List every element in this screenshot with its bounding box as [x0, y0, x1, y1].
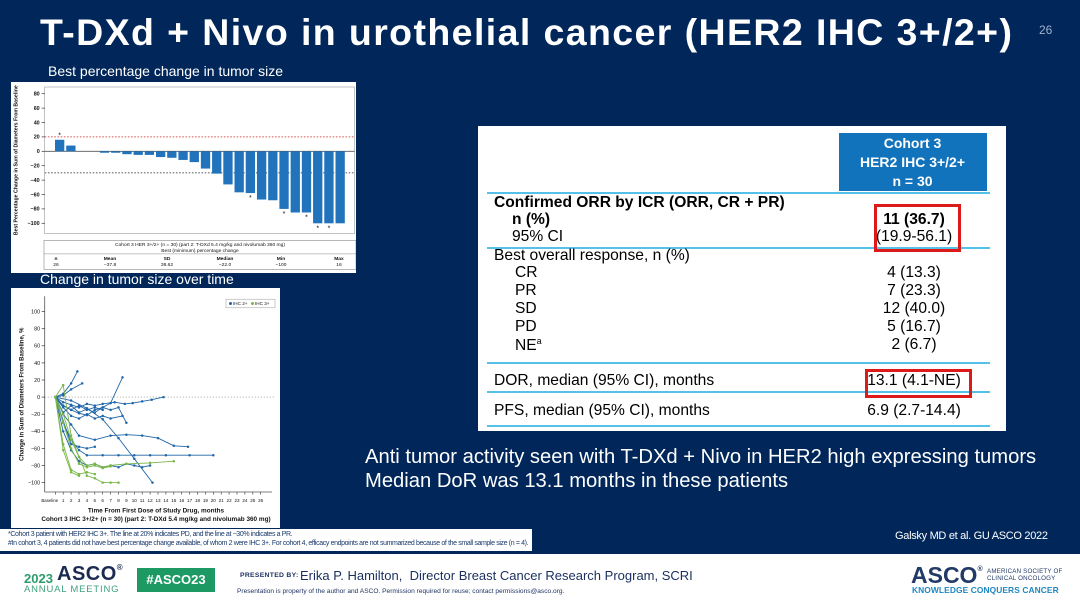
- svg-text:SD: SD: [164, 256, 171, 262]
- svg-text:Cohort 3 IHC 3+/2+ (n = 30) (p: Cohort 3 IHC 3+/2+ (n = 30) (part 2: T-D…: [41, 516, 270, 523]
- svg-text:4: 4: [86, 498, 89, 503]
- svg-text:10: 10: [132, 498, 138, 503]
- svg-text:15: 15: [171, 498, 177, 503]
- svg-text:*: *: [249, 195, 252, 202]
- svg-text:*: *: [316, 225, 319, 232]
- svg-text:14: 14: [163, 498, 169, 503]
- svg-text:−40: −40: [31, 429, 40, 435]
- svg-text:*: *: [305, 215, 308, 222]
- svg-text:25: 25: [250, 498, 256, 503]
- svg-text:2: 2: [70, 498, 73, 503]
- svg-text:Median: Median: [217, 256, 234, 262]
- svg-text:−20: −20: [31, 164, 40, 170]
- svg-text:Max: Max: [334, 256, 344, 262]
- svg-text:9: 9: [125, 498, 128, 503]
- svg-text:16: 16: [336, 262, 342, 268]
- svg-text:Change in Sum of Diameters Fro: Change in Sum of Diameters From Baseline…: [20, 327, 26, 461]
- svg-text:21: 21: [219, 498, 225, 503]
- svg-text:38.62: 38.62: [161, 262, 174, 268]
- svg-text:22: 22: [227, 498, 233, 503]
- svg-text:80: 80: [34, 327, 40, 333]
- svg-text:−80: −80: [31, 207, 40, 213]
- svg-text:Baseline: Baseline: [41, 498, 58, 503]
- svg-text:17: 17: [187, 498, 193, 503]
- svg-text:5: 5: [94, 498, 97, 503]
- svg-text:0: 0: [37, 149, 40, 155]
- svg-text:60: 60: [34, 344, 40, 350]
- svg-text:−100: −100: [28, 221, 40, 227]
- svg-text:12: 12: [148, 498, 154, 503]
- svg-text:−80: −80: [31, 463, 40, 469]
- svg-text:19: 19: [203, 498, 209, 503]
- svg-text:16: 16: [179, 498, 185, 503]
- svg-text:23: 23: [234, 498, 240, 503]
- svg-text:IHC 2+: IHC 2+: [233, 301, 248, 306]
- svg-text:Best (minimum) percentage chan: Best (minimum) percentage change: [161, 248, 239, 254]
- svg-text:7: 7: [109, 498, 112, 503]
- svg-text:IHC 3+: IHC 3+: [255, 301, 270, 306]
- svg-text:18: 18: [195, 498, 201, 503]
- svg-text:Min: Min: [277, 256, 285, 262]
- svg-text:20: 20: [34, 135, 40, 141]
- svg-text:*: *: [283, 211, 286, 218]
- svg-text:100: 100: [31, 310, 40, 316]
- svg-text:Time From First Dose of Study: Time From First Dose of Study Drug, mont…: [88, 508, 225, 515]
- svg-text:Mean: Mean: [104, 256, 117, 262]
- svg-text:−100: −100: [275, 262, 286, 268]
- svg-text:Cohort 3 HER 3+/2+ (n = 30) (p: Cohort 3 HER 3+/2+ (n = 30) (part 2: T-D…: [115, 242, 285, 248]
- svg-text:11: 11: [140, 498, 145, 503]
- svg-text:−60: −60: [31, 446, 40, 452]
- svg-text:24: 24: [242, 498, 248, 503]
- svg-text:40: 40: [34, 361, 40, 367]
- svg-text:8: 8: [117, 498, 120, 503]
- svg-text:0: 0: [37, 395, 40, 401]
- svg-text:*: *: [58, 132, 61, 139]
- svg-text:60: 60: [34, 106, 40, 112]
- svg-text:−22.0: −22.0: [219, 262, 232, 268]
- svg-text:−60: −60: [31, 192, 40, 198]
- svg-text:3: 3: [78, 498, 81, 503]
- svg-text:6: 6: [101, 498, 104, 503]
- svg-text:80: 80: [34, 92, 40, 98]
- svg-text:26: 26: [258, 498, 264, 503]
- svg-text:26: 26: [53, 262, 59, 268]
- svg-text:1: 1: [62, 498, 65, 503]
- svg-text:−20: −20: [31, 412, 40, 418]
- svg-text:20: 20: [34, 378, 40, 384]
- svg-text:20: 20: [211, 498, 217, 503]
- svg-text:40: 40: [34, 120, 40, 126]
- svg-text:n: n: [55, 257, 58, 262]
- svg-text:−100: −100: [28, 481, 40, 487]
- svg-text:−37.8: −37.8: [104, 262, 117, 268]
- svg-text:13: 13: [155, 498, 161, 503]
- svg-text:Best Percentage Change in Sum: Best Percentage Change in Sum of Diamete…: [14, 85, 20, 235]
- svg-text:−40: −40: [31, 178, 40, 184]
- svg-text:*: *: [328, 225, 331, 232]
